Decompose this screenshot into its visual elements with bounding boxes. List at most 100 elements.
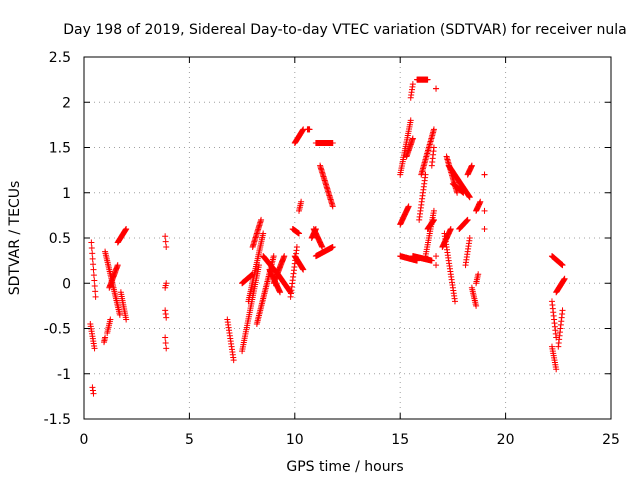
data-point [433,85,440,92]
data-point [162,233,169,240]
x-tick-label: 5 [185,432,194,448]
y-tick-label: 0.5 [49,231,71,247]
data-point [433,262,440,269]
x-axis-label: GPS time / hours [286,459,403,475]
data-point [559,262,566,269]
data-point [102,334,109,341]
data-point [89,250,96,257]
data-point [270,253,277,260]
y-tick-label: 2 [62,95,71,111]
data-point [407,117,414,124]
data-point [90,390,97,397]
data-point [460,189,467,196]
data-point [464,216,471,223]
data-point [473,302,480,309]
data-point [260,230,267,237]
x-tick-label: 25 [602,432,620,448]
y-tick-label: -0.5 [44,322,71,338]
axis-ticks [83,56,612,420]
x-tick-label: 15 [391,432,409,448]
data-point [468,162,475,169]
data-point [89,387,96,394]
y-tick-label: 2.5 [49,50,71,66]
data-point [230,357,237,364]
data-point [293,244,300,251]
data-point [90,261,97,268]
data-point [409,135,416,142]
data-point [329,203,336,210]
data-point [258,216,265,223]
data-point [319,244,326,251]
data-point [433,253,440,260]
data-point [430,216,437,223]
data-point [281,253,288,260]
data-point [296,230,303,237]
x-tick-label: 20 [497,432,515,448]
y-tick-labels: -1.5 -1 -0.5 0 0.5 1 1.5 2 2.5 [44,50,71,428]
data-point [91,345,98,352]
gridlines [84,57,611,419]
data-point [162,334,169,341]
data-point [466,235,473,241]
data-point [424,76,431,83]
data-point [430,207,437,214]
data-point [163,244,170,251]
x-tick-label: 0 [80,432,89,448]
data-point [91,282,98,289]
data-point [306,126,313,133]
data-point [300,266,307,273]
data-point [163,280,170,287]
data-point [163,314,170,321]
data-point [116,311,123,318]
data-point [475,271,482,278]
data-point [481,225,488,232]
data-point [162,238,169,245]
data-point [481,171,488,178]
y-tick-label: 1 [62,186,71,202]
data-point [88,239,95,246]
data-point [162,339,169,346]
data-point [454,189,461,196]
y-tick-label: 0 [62,276,71,292]
y-tick-label: -1 [57,367,71,383]
data-point [559,307,566,314]
data-point [452,298,459,305]
data-point [466,194,473,201]
y-tick-label: -1.5 [44,412,71,428]
chart-title: Day 198 of 2019, Sidereal Day-to-day VTE… [63,22,626,38]
data-point [123,316,130,323]
y-axis-label: SDTVAR / TECUs [7,181,23,296]
data-point [114,262,121,269]
data-point [477,198,484,205]
y-tick-label: 1.5 [49,141,71,157]
data-points [87,76,568,397]
data-point [405,203,412,210]
data-point [123,225,130,232]
data-point [162,307,169,314]
data-point [409,81,416,88]
data-point [430,144,437,151]
data-point [162,311,169,318]
data-point [90,272,97,279]
data-point [91,277,98,284]
data-point [107,316,114,323]
data-point [329,244,336,251]
data-point [428,257,435,264]
data-point [89,384,96,391]
data-point [88,244,95,251]
data-point [89,255,96,262]
data-point [430,126,437,133]
data-point [298,198,305,205]
data-point [277,289,284,296]
data-point [90,266,97,273]
x-tick-labels: 0 5 10 15 20 25 [80,432,620,448]
data-point [92,288,99,295]
data-point [561,275,568,282]
x-tick-label: 10 [286,432,304,448]
data-point [329,139,336,146]
data-point [163,345,170,352]
data-point [447,225,454,232]
data-point [553,366,560,373]
data-point [92,293,99,300]
